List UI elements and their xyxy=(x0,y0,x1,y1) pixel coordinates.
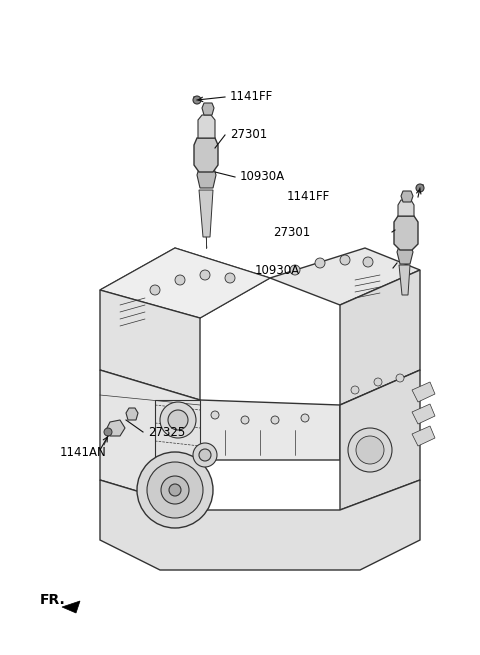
Circle shape xyxy=(271,416,279,424)
Circle shape xyxy=(104,428,112,436)
Circle shape xyxy=(161,476,189,504)
Circle shape xyxy=(193,96,201,104)
Polygon shape xyxy=(107,420,125,436)
Polygon shape xyxy=(155,400,200,510)
Polygon shape xyxy=(100,290,200,400)
Text: 27325: 27325 xyxy=(148,426,185,438)
Polygon shape xyxy=(394,216,418,250)
Circle shape xyxy=(225,273,235,283)
Circle shape xyxy=(175,275,185,285)
Text: 27301: 27301 xyxy=(230,128,267,141)
Text: 1141FF: 1141FF xyxy=(287,191,330,204)
Circle shape xyxy=(137,452,213,528)
Circle shape xyxy=(340,255,350,265)
Circle shape xyxy=(211,411,219,419)
Polygon shape xyxy=(412,382,435,402)
Circle shape xyxy=(416,184,424,192)
Polygon shape xyxy=(270,248,420,305)
Circle shape xyxy=(150,285,160,295)
Circle shape xyxy=(241,416,249,424)
Polygon shape xyxy=(100,480,420,570)
Circle shape xyxy=(363,257,373,267)
Circle shape xyxy=(160,402,196,438)
Polygon shape xyxy=(401,191,413,202)
Circle shape xyxy=(147,462,203,518)
Circle shape xyxy=(169,484,181,496)
Polygon shape xyxy=(412,426,435,446)
Polygon shape xyxy=(197,165,216,188)
Text: 1141AN: 1141AN xyxy=(60,447,107,460)
Polygon shape xyxy=(126,408,138,420)
Polygon shape xyxy=(412,404,435,424)
Text: 10930A: 10930A xyxy=(240,170,285,183)
Polygon shape xyxy=(199,190,213,237)
Circle shape xyxy=(290,265,300,275)
Circle shape xyxy=(348,428,392,472)
Polygon shape xyxy=(100,370,200,510)
Circle shape xyxy=(351,386,359,394)
Circle shape xyxy=(374,378,382,386)
Circle shape xyxy=(199,449,211,461)
Polygon shape xyxy=(194,138,218,172)
Polygon shape xyxy=(397,244,413,264)
Text: 10930A: 10930A xyxy=(255,263,300,276)
Circle shape xyxy=(200,270,210,280)
Polygon shape xyxy=(100,248,270,318)
Circle shape xyxy=(193,443,217,467)
Text: FR.: FR. xyxy=(40,593,66,607)
Polygon shape xyxy=(100,248,270,318)
Polygon shape xyxy=(340,370,420,510)
Polygon shape xyxy=(202,103,214,115)
Polygon shape xyxy=(340,270,420,405)
Polygon shape xyxy=(200,400,340,460)
Circle shape xyxy=(315,258,325,268)
Polygon shape xyxy=(399,265,410,295)
Circle shape xyxy=(356,436,384,464)
Circle shape xyxy=(301,414,309,422)
Circle shape xyxy=(168,410,188,430)
Text: 27301: 27301 xyxy=(273,225,310,238)
Text: 1141FF: 1141FF xyxy=(230,90,273,103)
Circle shape xyxy=(396,374,404,382)
Polygon shape xyxy=(198,115,215,138)
Polygon shape xyxy=(398,200,414,216)
Polygon shape xyxy=(62,601,80,613)
